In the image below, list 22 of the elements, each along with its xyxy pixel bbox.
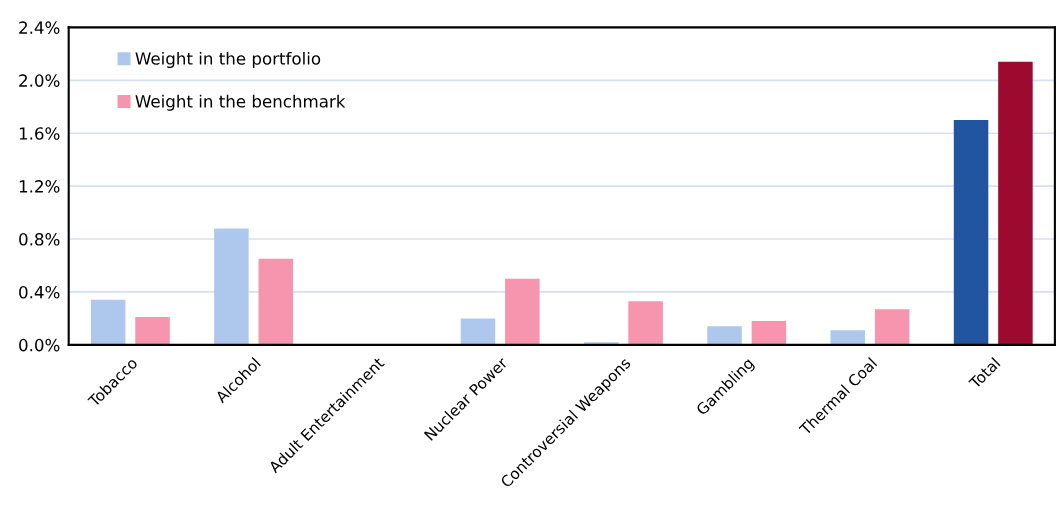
y-tick-label: 2.4%	[19, 21, 60, 34]
legend-label: Weight in the portfolio	[135, 51, 321, 69]
bar	[751, 321, 787, 345]
y-tick-label: 1.6%	[19, 127, 60, 140]
bar	[505, 278, 540, 345]
bar	[258, 258, 294, 345]
y-tick-label: 0.8%	[19, 232, 60, 246]
y-tick-label: 2.0%	[19, 74, 60, 87]
y-tick-label: 0.4%	[19, 285, 60, 299]
bar	[830, 330, 866, 345]
bar	[214, 228, 249, 345]
bar	[998, 61, 1033, 345]
bar	[874, 309, 910, 345]
legend-label: Weight in the benchmark	[135, 94, 346, 111]
bar	[707, 326, 742, 345]
bar	[628, 301, 663, 345]
bar	[90, 299, 126, 345]
y-tick-label: 0.0%	[19, 338, 60, 352]
y-tick-label: 1.2%	[19, 180, 60, 193]
bar	[953, 119, 989, 345]
bar	[135, 317, 170, 345]
bar	[460, 318, 496, 345]
